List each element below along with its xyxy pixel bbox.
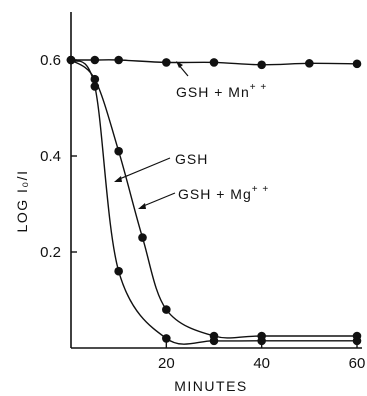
y-tick-label: 0.4 <box>40 148 61 165</box>
annotation-arrowhead-gsh <box>114 176 122 182</box>
annotations: GSH + Mn+ + GSH GSH + Mg+ + <box>114 61 269 209</box>
markers <box>66 55 362 346</box>
data-point <box>90 82 100 91</box>
data-point <box>90 55 100 65</box>
annotation-gsh-mn: GSH + Mn+ + <box>176 82 267 100</box>
data-point <box>114 55 123 65</box>
ticks: 20 40 60 0.2 0.4 0.6 <box>40 52 365 372</box>
annotation-gsh: GSH <box>175 151 208 167</box>
data-point <box>90 74 100 84</box>
annotation-arrow-gsh <box>116 157 171 181</box>
annotation-arrow-mg <box>140 192 176 208</box>
annotation-gsh-mg-superscript: + + <box>252 184 269 195</box>
data-point <box>257 331 266 341</box>
y-tick-label: 0.2 <box>40 244 61 261</box>
x-tick-label: 20 <box>158 355 175 372</box>
data-point <box>209 331 219 341</box>
data-point <box>257 60 266 70</box>
data-point <box>209 58 219 67</box>
annotation-gsh-mn-superscript: + + <box>250 82 267 93</box>
data-point <box>162 58 171 67</box>
data-point <box>114 146 123 156</box>
annotation-arrowhead-mg <box>138 203 146 209</box>
data-point <box>138 233 147 242</box>
annotation-arrowhead-mn <box>176 61 183 68</box>
data-point <box>66 55 76 65</box>
axes <box>70 12 362 349</box>
x-axis-title: MINUTES <box>174 378 248 394</box>
data-point <box>114 266 123 276</box>
data-point <box>352 59 362 69</box>
data-point <box>162 334 171 343</box>
y-axis-title: LOG I₀/I <box>14 170 30 233</box>
series-line-1 <box>70 59 357 345</box>
x-tick-label: 40 <box>253 355 270 372</box>
x-tick-label: 60 <box>349 355 366 372</box>
data-point <box>162 305 171 314</box>
data-point <box>352 331 362 341</box>
data-point <box>305 59 314 68</box>
y-tick-label: 0.6 <box>40 52 61 69</box>
annotation-gsh-mg: GSH + Mg+ + <box>178 184 269 202</box>
